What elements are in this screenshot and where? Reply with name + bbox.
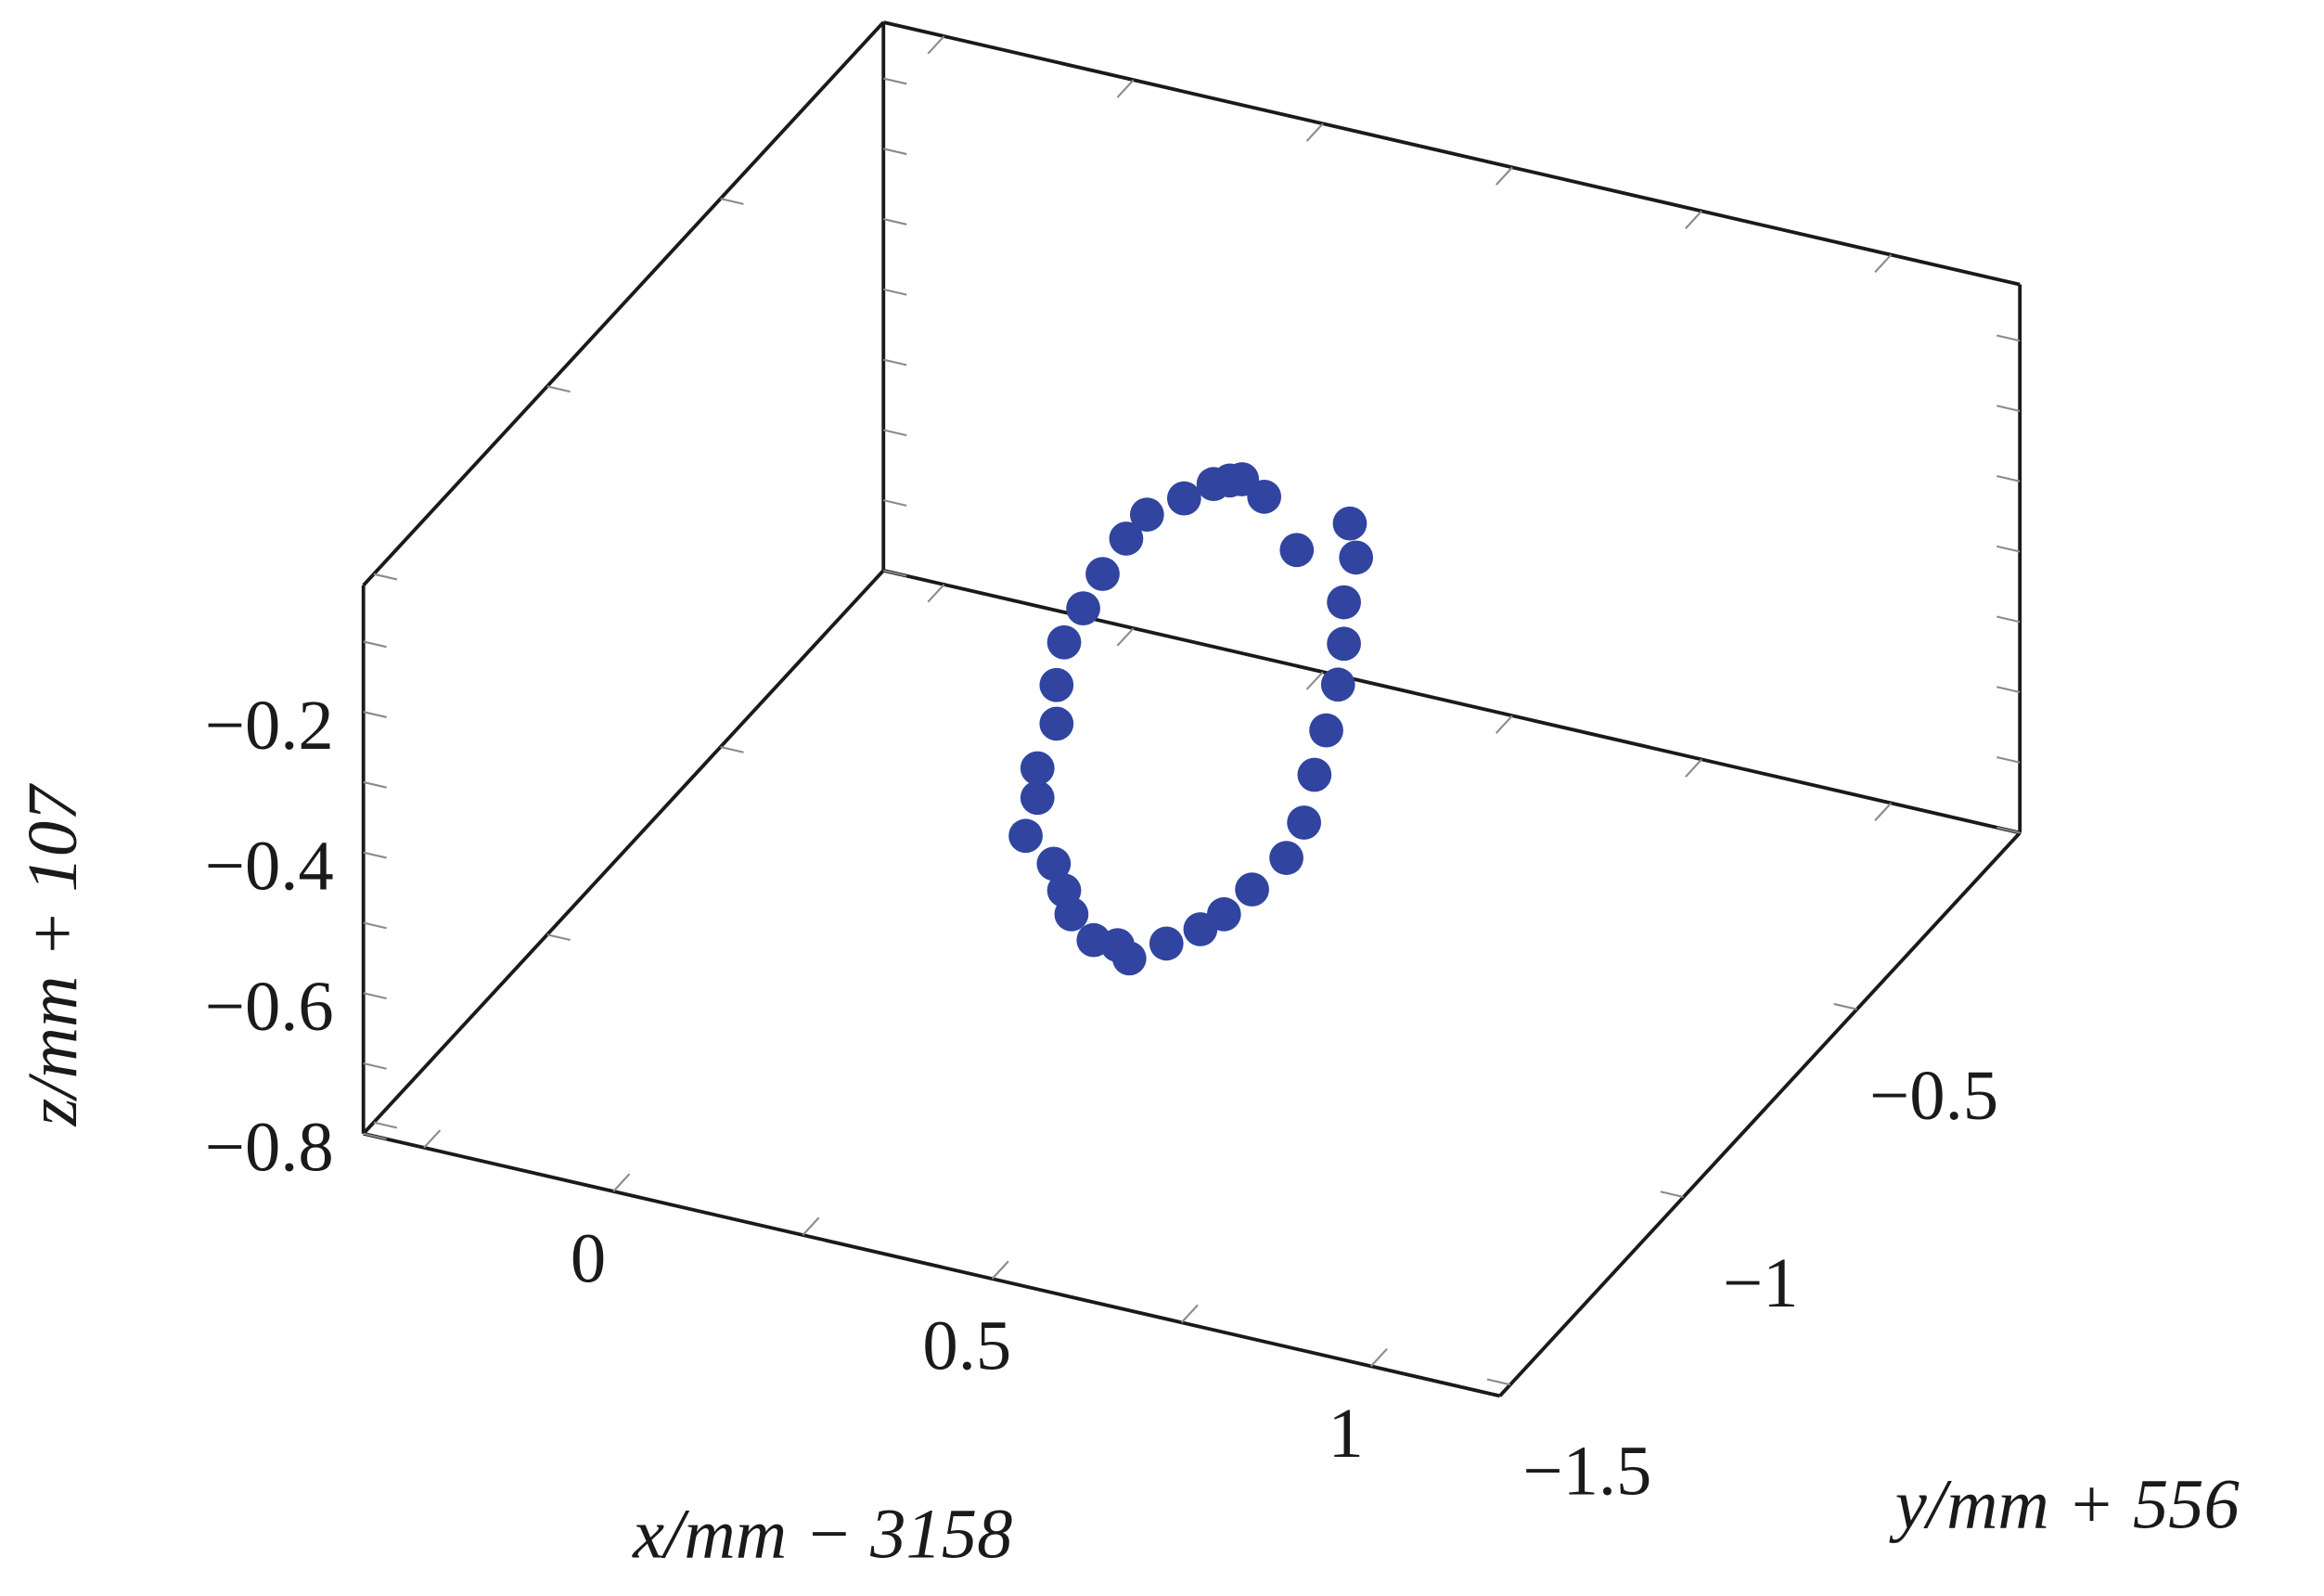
data-point <box>1020 751 1055 786</box>
axis-box-edge <box>363 1131 1501 1398</box>
data-point <box>1183 912 1218 946</box>
tick-mark <box>546 385 571 393</box>
x-tick-label: 0 <box>571 1218 606 1297</box>
tick-mark <box>1874 802 1893 821</box>
z-tick-label: −0.4 <box>205 827 334 906</box>
tick-mark <box>1997 826 2021 834</box>
tick-mark <box>1997 405 2021 413</box>
tick-mark <box>363 640 387 649</box>
tick-mark <box>363 992 387 999</box>
data-point <box>1036 846 1072 882</box>
tick-mark <box>883 429 907 437</box>
y-tick-label: −1 <box>1723 1243 1799 1322</box>
tick-mark <box>1495 714 1513 734</box>
data-point <box>1008 818 1043 854</box>
tick-mark <box>1997 756 2021 764</box>
data-point <box>1066 591 1100 625</box>
data-point <box>1247 479 1282 514</box>
tick-mark <box>883 218 907 225</box>
data-point <box>1235 872 1269 907</box>
data-point <box>1269 841 1303 875</box>
tick-mark <box>1305 122 1324 142</box>
z-tick-label: −0.6 <box>205 967 334 1046</box>
axis-box-edge <box>1498 831 2022 1397</box>
x-tick-label: 0.5 <box>922 1306 1011 1385</box>
data-point <box>1149 926 1184 961</box>
z-tick-label: −0.8 <box>205 1108 334 1187</box>
data-point <box>1327 626 1361 662</box>
data-point <box>1076 922 1111 958</box>
tick-mark <box>363 780 387 789</box>
tick-mark <box>883 358 907 367</box>
x-axis-label: x/mm − 3158 <box>632 1495 1012 1574</box>
tick-mark <box>1685 758 1702 778</box>
data-point <box>1046 624 1082 660</box>
data-point <box>1085 557 1120 591</box>
tick-mark <box>927 35 945 55</box>
data-point <box>1129 497 1164 533</box>
tick-mark <box>802 1216 820 1236</box>
tick-mark <box>363 711 387 718</box>
tick-mark <box>1997 474 2021 483</box>
tick-mark <box>612 1173 631 1192</box>
tick-mark <box>1116 79 1135 98</box>
z-axis-label: z/mm + 107 <box>13 783 92 1126</box>
tick-mark <box>363 1062 387 1070</box>
axis-box-edge <box>882 20 2021 287</box>
tick-mark <box>373 1121 398 1129</box>
tick-mark <box>883 288 907 296</box>
tick-mark <box>883 499 907 507</box>
tick-mark <box>1997 545 2021 553</box>
tick-mark <box>1660 1191 1684 1198</box>
tick-mark <box>1370 1347 1388 1368</box>
tick-mark <box>1486 1378 1511 1386</box>
tick-mark <box>1874 253 1893 274</box>
axis-box-edge <box>362 20 885 587</box>
data-point <box>1109 521 1144 556</box>
data-point <box>1327 585 1361 620</box>
data-point <box>1046 873 1082 908</box>
tick-mark <box>720 198 744 205</box>
data-point <box>1039 706 1074 741</box>
x-tick-label: 1 <box>1328 1394 1363 1473</box>
data-point <box>1297 757 1332 792</box>
tick-mark <box>1180 1304 1199 1323</box>
tick-mark <box>991 1260 1009 1280</box>
tick-mark <box>1495 166 1513 186</box>
data-point <box>1332 506 1367 541</box>
tick-mark <box>1305 671 1324 690</box>
data-point <box>1339 540 1374 575</box>
y-axis-label: y/mm + 556 <box>1889 1465 2240 1544</box>
data-point <box>1166 481 1201 516</box>
data-point <box>1287 805 1321 840</box>
y-tick-label: −1.5 <box>1522 1431 1651 1510</box>
tick-mark <box>363 1132 387 1140</box>
data-point <box>1279 533 1315 568</box>
tick-mark <box>1116 627 1135 647</box>
tick-mark <box>423 1129 442 1149</box>
data-point <box>1020 780 1055 816</box>
data-point <box>1039 667 1074 702</box>
tick-mark <box>546 933 571 942</box>
z-tick-label: −0.2 <box>205 686 334 765</box>
y-tick-label: −0.5 <box>1869 1056 1998 1135</box>
tick-mark <box>1997 686 2021 694</box>
data-point <box>1309 713 1343 748</box>
tick-mark <box>1685 210 1702 229</box>
tick-mark <box>1833 1002 1857 1010</box>
data-point <box>1320 667 1355 702</box>
tick-mark <box>883 569 907 577</box>
tick-mark <box>720 745 744 753</box>
axis-box-edge <box>362 569 885 1136</box>
tick-mark <box>1997 615 2021 624</box>
tick-mark <box>883 148 907 156</box>
tick-mark <box>373 573 398 581</box>
tick-mark <box>1997 334 2021 342</box>
tick-mark <box>883 77 907 85</box>
tick-mark <box>363 851 387 859</box>
tick-mark <box>927 584 945 603</box>
tick-mark <box>363 921 387 930</box>
